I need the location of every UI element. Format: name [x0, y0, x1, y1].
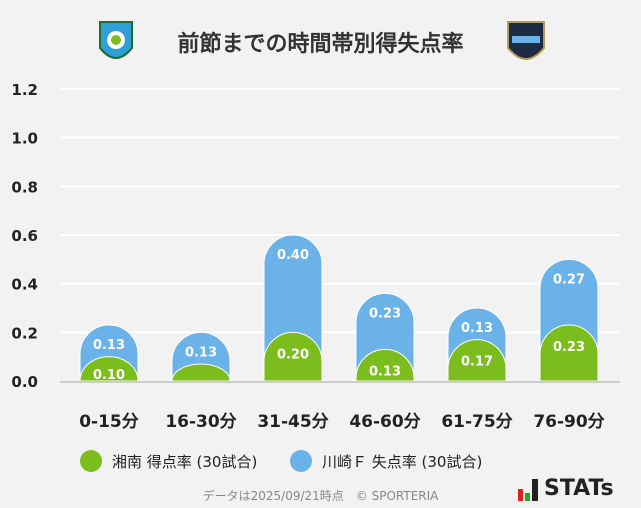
x-tick-label: 16-30分 [165, 412, 236, 432]
bar-shonan [355, 348, 415, 382]
data-label-shonan: 0.13 [369, 364, 401, 379]
y-tick-label: 1.2 [11, 81, 38, 99]
x-tick-label: 0-15分 [79, 412, 139, 432]
bar-chart: 0.0 0.2 0.4 0.6 0.8 1.0 1.2 0.13 0.10 0-15分 0.13 16… [11, 81, 620, 432]
legend-swatch-blue [290, 450, 312, 472]
bar-shonan [447, 339, 507, 382]
data-label-kawasaki: 0.13 [461, 321, 493, 336]
y-tick-label: 0.2 [11, 324, 38, 342]
data-label-kawasaki: 0.40 [277, 248, 309, 263]
data-label-shonan: 0.23 [553, 340, 585, 355]
data-label-shonan: 0.17 [461, 355, 493, 370]
bar-shonan [539, 324, 599, 382]
y-tick-label: 0.0 [11, 373, 38, 391]
data-label-kawasaki: 0.27 [553, 272, 585, 287]
legend-swatch-green [80, 450, 102, 472]
stats-text: STATs [544, 476, 614, 501]
legend-item-kawasaki: 川崎Ｆ 失点率 (30試合) [290, 450, 482, 472]
bar-shonan [263, 331, 323, 382]
stats-logo: STATs [518, 476, 614, 501]
chart-title: 前節までの時間帯別得失点率 [177, 32, 464, 57]
y-tick-label: 0.8 [11, 178, 38, 196]
footer-note: データは2025/09/21時点 © SPORTERIA [202, 489, 439, 503]
y-tick-label: 1.0 [11, 130, 38, 148]
legend-item-shonan: 湘南 得点率 (30試合) [80, 450, 257, 472]
data-label-kawasaki: 0.23 [369, 306, 401, 321]
x-tick-label: 61-75分 [441, 412, 512, 432]
legend-label: 川崎Ｆ 失点率 (30試合) [322, 452, 483, 471]
x-tick-label: 31-45分 [257, 412, 328, 432]
bar-shonan [79, 356, 139, 382]
stats-bars-icon [518, 479, 538, 501]
data-label-shonan: 0.20 [277, 347, 309, 362]
x-tick-label: 76-90分 [533, 412, 604, 432]
data-label-kawasaki: 0.13 [185, 345, 217, 360]
y-tick-label: 0.6 [11, 227, 38, 245]
y-tick-label: 0.4 [11, 276, 38, 294]
bar-shonan [171, 363, 231, 382]
legend-label: 湘南 得点率 (30試合) [112, 452, 258, 471]
x-tick-label: 46-60分 [349, 412, 420, 432]
data-label-kawasaki: 0.13 [93, 338, 125, 353]
data-label-shonan: 0.10 [93, 368, 125, 383]
